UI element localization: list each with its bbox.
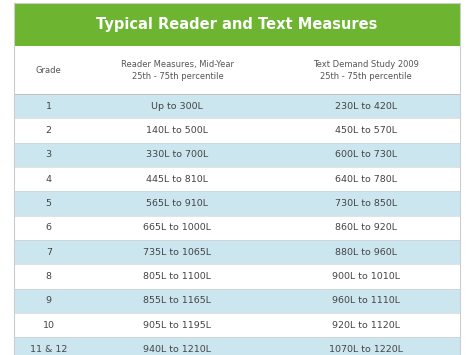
- Bar: [14, 264, 460, 289]
- Bar: [14, 143, 460, 167]
- Text: 905L to 1195L: 905L to 1195L: [144, 321, 211, 329]
- Text: 8: 8: [46, 272, 52, 281]
- Text: 1070L to 1220L: 1070L to 1220L: [328, 345, 402, 354]
- Text: 730L to 850L: 730L to 850L: [335, 199, 397, 208]
- Text: 860L to 920L: 860L to 920L: [335, 223, 397, 232]
- Text: 805L to 1100L: 805L to 1100L: [144, 272, 211, 281]
- Text: 5: 5: [46, 199, 52, 208]
- Bar: [14, 119, 460, 143]
- Bar: [14, 3, 460, 46]
- Text: 880L to 960L: 880L to 960L: [335, 248, 397, 257]
- Text: 565L to 910L: 565L to 910L: [146, 199, 209, 208]
- Text: 735L to 1065L: 735L to 1065L: [143, 248, 211, 257]
- Text: 3: 3: [46, 151, 52, 159]
- Text: 900L to 1010L: 900L to 1010L: [332, 272, 400, 281]
- Text: 600L to 730L: 600L to 730L: [335, 151, 397, 159]
- Bar: [14, 337, 460, 355]
- Text: 10: 10: [43, 321, 55, 329]
- Text: Grade: Grade: [36, 66, 62, 75]
- Text: Up to 300L: Up to 300L: [152, 102, 203, 111]
- Text: 920L to 1120L: 920L to 1120L: [332, 321, 400, 329]
- Text: 445L to 810L: 445L to 810L: [146, 175, 209, 184]
- Bar: [14, 216, 460, 240]
- Text: 640L to 780L: 640L to 780L: [335, 175, 397, 184]
- Bar: [14, 167, 460, 191]
- Text: Typical Reader and Text Measures: Typical Reader and Text Measures: [96, 17, 378, 32]
- Bar: [14, 46, 460, 94]
- Bar: [14, 240, 460, 264]
- Text: 855L to 1165L: 855L to 1165L: [144, 296, 211, 305]
- Text: 2: 2: [46, 126, 52, 135]
- Text: 4: 4: [46, 175, 52, 184]
- Text: Text Demand Study 2009
25th - 75th percentile: Text Demand Study 2009 25th - 75th perce…: [313, 60, 419, 81]
- Text: Reader Measures, Mid-Year
25th - 75th percentile: Reader Measures, Mid-Year 25th - 75th pe…: [121, 60, 234, 81]
- Text: 665L to 1000L: 665L to 1000L: [144, 223, 211, 232]
- Text: 450L to 570L: 450L to 570L: [335, 126, 397, 135]
- Text: 140L to 500L: 140L to 500L: [146, 126, 209, 135]
- Text: 6: 6: [46, 223, 52, 232]
- Bar: [14, 289, 460, 313]
- Bar: [14, 94, 460, 119]
- Text: 230L to 420L: 230L to 420L: [335, 102, 397, 111]
- Text: 330L to 700L: 330L to 700L: [146, 151, 209, 159]
- Text: 9: 9: [46, 296, 52, 305]
- Text: 960L to 1110L: 960L to 1110L: [332, 296, 400, 305]
- Text: 940L to 1210L: 940L to 1210L: [144, 345, 211, 354]
- Bar: [14, 191, 460, 216]
- Text: 7: 7: [46, 248, 52, 257]
- Text: 11 & 12: 11 & 12: [30, 345, 67, 354]
- Bar: [14, 313, 460, 337]
- Text: 1: 1: [46, 102, 52, 111]
